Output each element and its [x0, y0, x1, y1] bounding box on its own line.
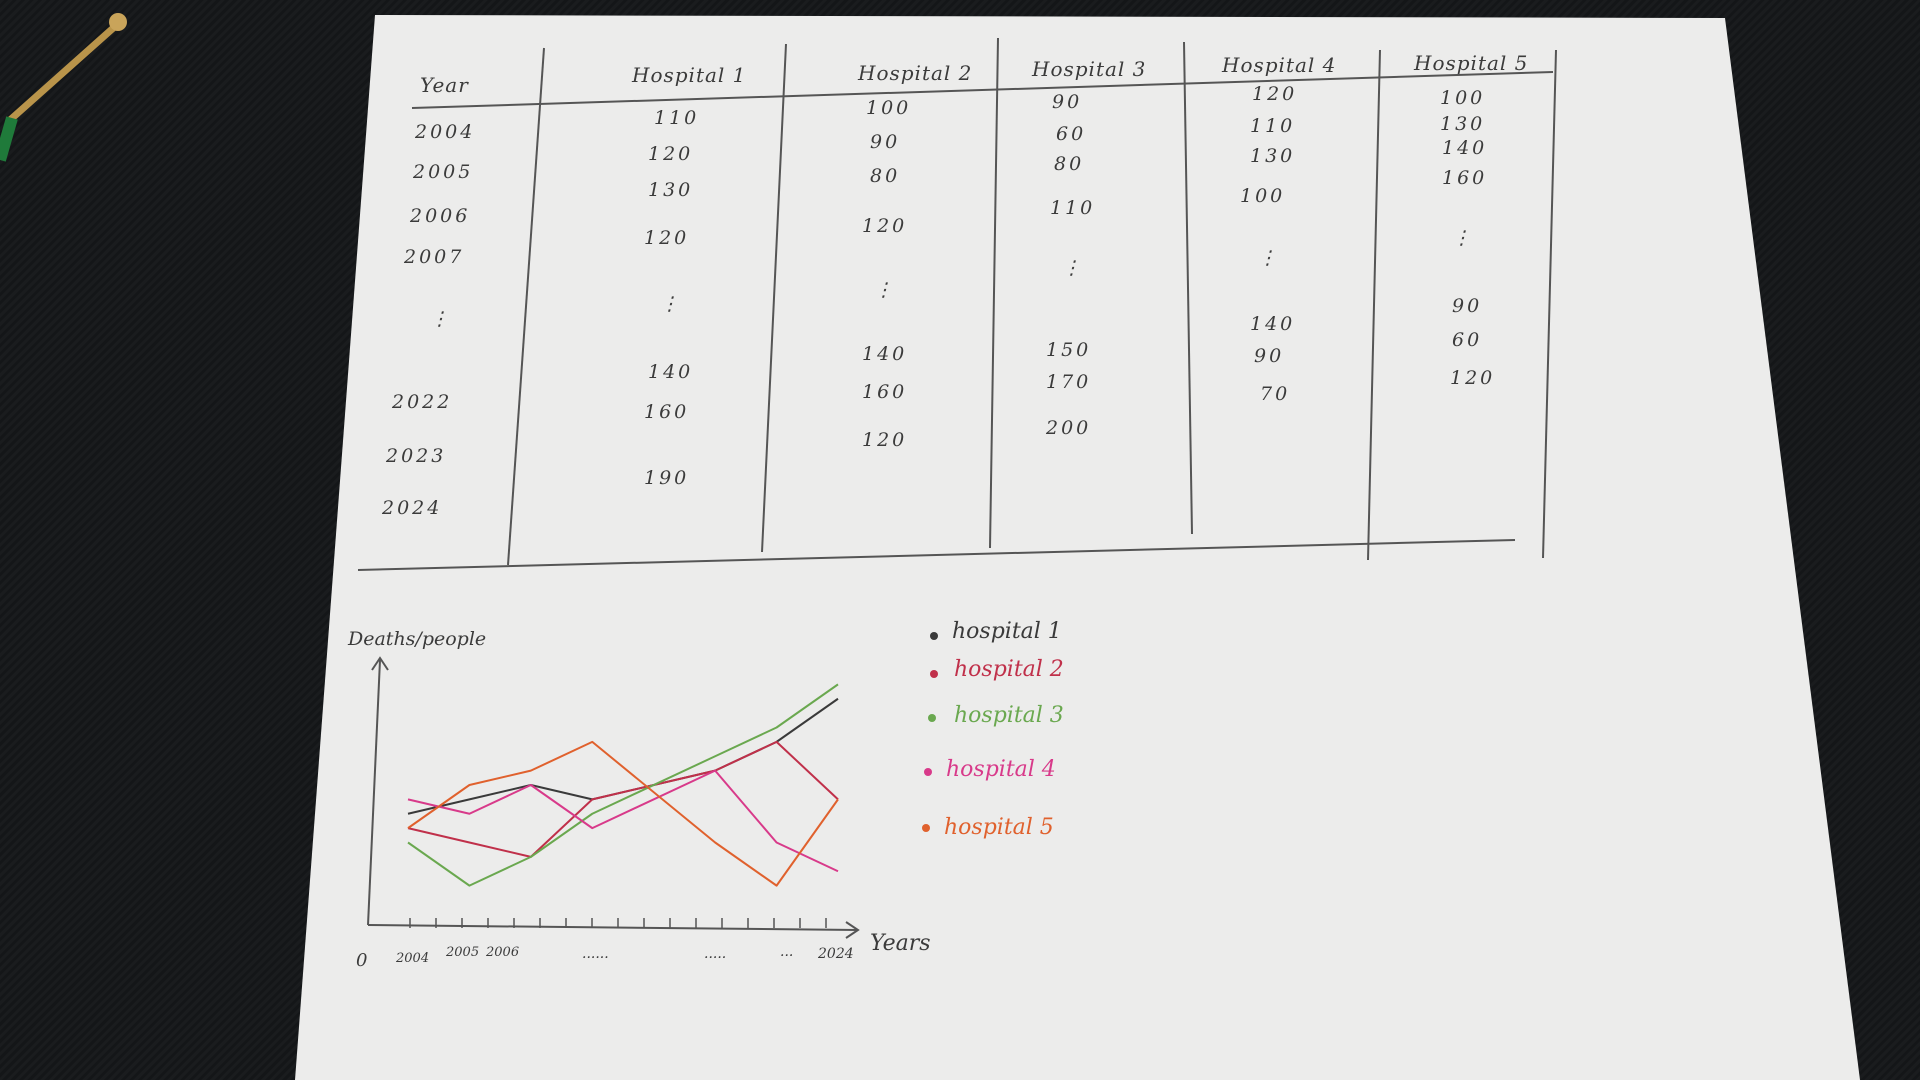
legend-label: hospital 2: [954, 657, 1064, 682]
header-hospital-3: Hospital 3: [1031, 57, 1146, 81]
legend-marker: [930, 632, 938, 640]
hospital-5-column: 100 130 140 160 ⋮ 90 60 120: [1440, 87, 1495, 389]
table-cell: 110: [1050, 197, 1095, 219]
table-cell: 60: [1056, 123, 1086, 145]
table-cell: 130: [1440, 113, 1485, 135]
y-axis-arrow: [371, 656, 389, 671]
table-cell: 170: [1046, 371, 1091, 393]
table-cell: ⋮: [1258, 247, 1280, 269]
table-cell: 90: [1254, 345, 1284, 367]
hospital-2-column: 100 90 80 120 ⋮ 140 160 120: [862, 97, 911, 451]
table-cell: 140: [1250, 313, 1295, 335]
table-cell: 100: [1240, 185, 1285, 207]
table-cell: 80: [870, 165, 900, 187]
table-cell: 90: [870, 131, 900, 153]
table-cell: 140: [648, 361, 693, 383]
table-cell: 2007: [403, 246, 464, 268]
table-cell: 130: [648, 179, 693, 201]
table-cell: 160: [1442, 167, 1487, 189]
legend-label: hospital 4: [946, 757, 1056, 782]
origin-label: 0: [356, 950, 367, 971]
chart-series: [407, 683, 839, 887]
header-hospital-1: Hospital 1: [631, 63, 746, 87]
legend-marker: [924, 768, 932, 776]
x-axis-label: Years: [870, 931, 931, 956]
tick-label: ......: [582, 946, 609, 962]
table-cell: 140: [862, 343, 907, 365]
tick-label: 2024: [817, 946, 854, 962]
series-line-hospital-3: [407, 683, 839, 887]
table-header: Year Hospital 1 Hospital 2 Hospital 3 Ho…: [420, 51, 1528, 97]
table-cell: ⋮: [660, 293, 682, 315]
table-cell: 120: [644, 227, 689, 249]
x-axis-arrow: [845, 921, 860, 939]
table-cell: 190: [644, 467, 689, 489]
table-cell: 80: [1054, 153, 1084, 175]
legend-label: hospital 5: [944, 815, 1054, 840]
paper: [295, 15, 1860, 1080]
table-cell: 140: [1442, 137, 1487, 159]
header-year: Year: [420, 73, 469, 97]
legend-marker: [928, 714, 936, 722]
legend-marker: [922, 824, 930, 832]
header-hospital-5: Hospital 5: [1413, 51, 1528, 75]
x-axis-ticks: [409, 918, 827, 928]
chart-legend: hospital 1 hospital 2 hospital 3 hospita…: [922, 619, 1064, 840]
tick-label: ...: [780, 944, 793, 960]
table-cell: ⋮: [1452, 227, 1474, 249]
table-cell: 90: [1452, 295, 1482, 317]
y-axis: [367, 659, 381, 926]
table-cell: 2005: [412, 161, 473, 183]
tick-label: 2006: [485, 945, 519, 960]
table-cell: 120: [648, 143, 693, 165]
series-line-hospital-4: [407, 769, 839, 873]
tick-label: 2005: [445, 945, 479, 960]
table-cell: 200: [1045, 417, 1091, 439]
table-grid: [357, 37, 1557, 571]
table-cell: 120: [862, 215, 907, 237]
y-axis-label: Deaths/people: [347, 628, 486, 650]
table-cell: 2024: [381, 497, 442, 519]
series-line-hospital-5: [407, 740, 839, 887]
line-chart: Deaths/people Years 0 2004 2005 2006 ...…: [347, 628, 931, 971]
year-column: 2004 2005 2006 2007 ⋮ 2022 2023 2024: [381, 121, 475, 519]
table-cell: 2023: [385, 445, 446, 467]
table-cell: 2006: [409, 205, 470, 227]
hospital-1-column: 110 120 130 120 ⋮ 140 160 190: [644, 107, 699, 489]
table-cell: 70: [1260, 383, 1290, 405]
table-cell: 2022: [391, 391, 452, 413]
hospital-4-column: 120 110 130 100 ⋮ 140 90 70: [1240, 83, 1297, 405]
table-cell: 110: [1250, 115, 1295, 137]
tick-label: .....: [704, 946, 726, 962]
pen-icon: [0, 13, 127, 162]
header-hospital-2: Hospital 2: [857, 61, 972, 85]
series-line-hospital-2: [407, 740, 839, 858]
legend-marker: [930, 670, 938, 678]
table-cell: ⋮: [430, 308, 452, 330]
table-cell: 2004: [414, 121, 475, 143]
table-cell: 90: [1052, 91, 1082, 113]
table-cell: 120: [1450, 367, 1495, 389]
table-cell: 160: [862, 381, 907, 403]
table-cell: ⋮: [1062, 257, 1084, 279]
table-cell: 130: [1250, 145, 1295, 167]
legend-label: hospital 1: [952, 619, 1062, 644]
table-cell: 100: [866, 97, 911, 119]
table-cell: 150: [1046, 339, 1091, 361]
x-axis: [367, 924, 859, 931]
table-cell: ⋮: [874, 279, 896, 301]
table-cell: 60: [1452, 329, 1482, 351]
table-cell: 120: [862, 429, 907, 451]
table-cell: 160: [644, 401, 689, 423]
legend-label: hospital 3: [954, 703, 1064, 728]
table-cell: 110: [654, 107, 699, 129]
tick-label: 2004: [395, 951, 429, 966]
table-cell: 100: [1440, 87, 1485, 109]
hospital-3-column: 90 60 80 110 ⋮ 150 170 200: [1045, 91, 1095, 439]
header-hospital-4: Hospital 4: [1221, 53, 1336, 77]
table-cell: 120: [1252, 83, 1297, 105]
